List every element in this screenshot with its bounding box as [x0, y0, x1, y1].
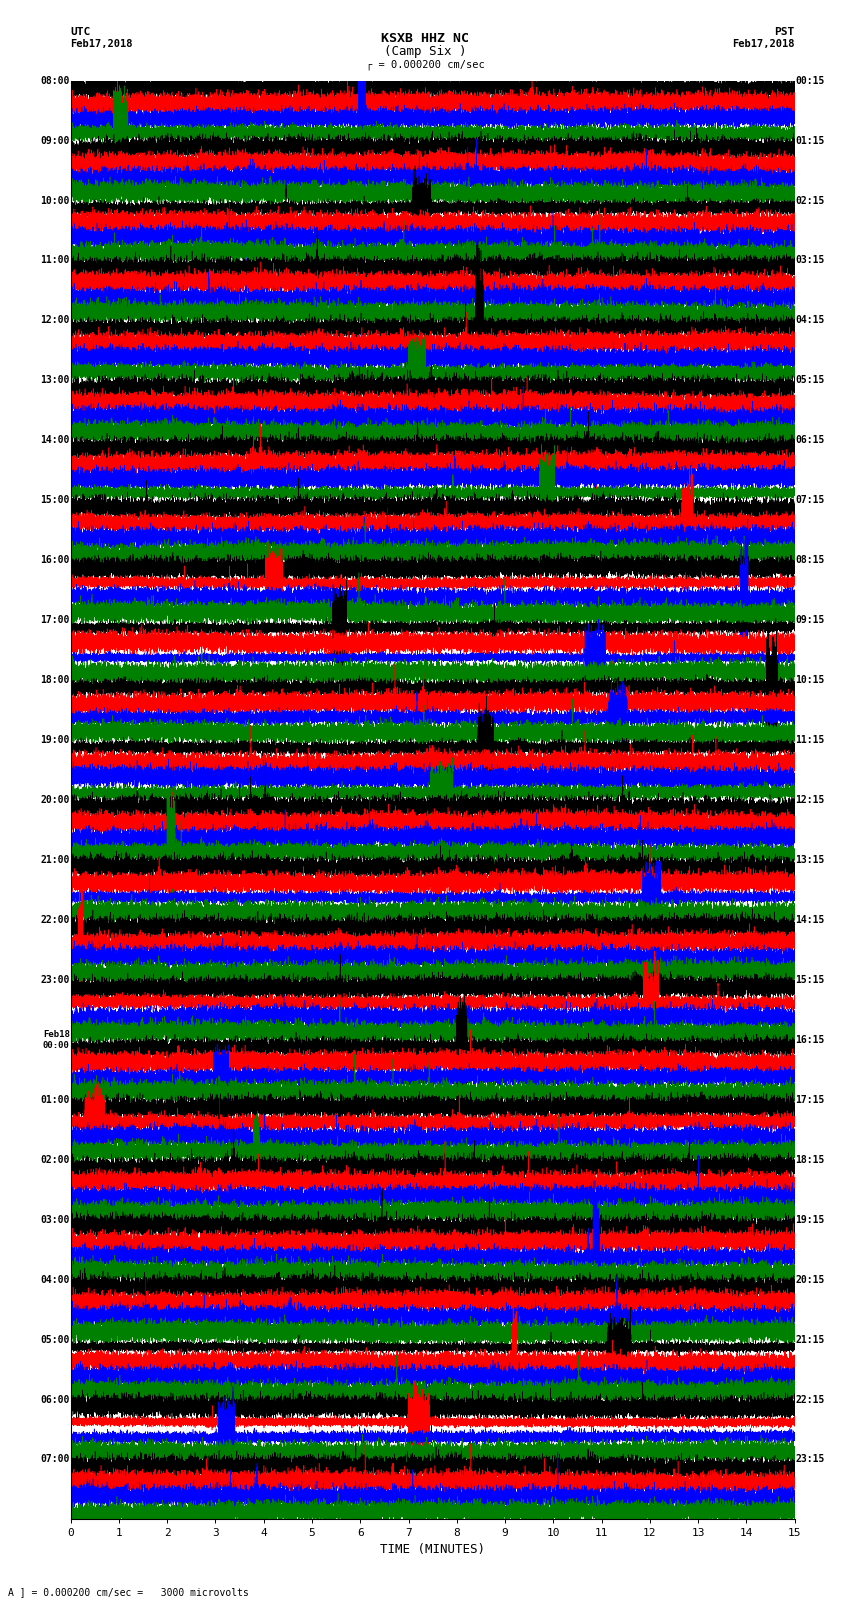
Text: 21:00: 21:00 — [41, 855, 70, 865]
Text: 04:00: 04:00 — [41, 1274, 70, 1284]
Text: 11:00: 11:00 — [41, 255, 70, 266]
Text: 16:00: 16:00 — [41, 555, 70, 565]
Text: 10:00: 10:00 — [41, 195, 70, 205]
Text: A ] = 0.000200 cm/sec =   3000 microvolts: A ] = 0.000200 cm/sec = 3000 microvolts — [8, 1587, 249, 1597]
Text: 17:15: 17:15 — [796, 1095, 824, 1105]
Text: Feb18
00:00: Feb18 00:00 — [43, 1031, 70, 1050]
Text: Feb17,2018: Feb17,2018 — [71, 39, 133, 48]
Text: 23:00: 23:00 — [41, 974, 70, 986]
Text: 07:00: 07:00 — [41, 1455, 70, 1465]
Text: 18:00: 18:00 — [41, 676, 70, 686]
Text: 09:15: 09:15 — [796, 615, 824, 626]
Text: 22:15: 22:15 — [796, 1395, 824, 1405]
X-axis label: TIME (MINUTES): TIME (MINUTES) — [380, 1542, 485, 1555]
Text: 21:15: 21:15 — [796, 1334, 824, 1345]
Text: PST: PST — [774, 27, 795, 37]
Text: 18:15: 18:15 — [796, 1155, 824, 1165]
Text: 03:15: 03:15 — [796, 255, 824, 266]
Text: 00:15: 00:15 — [796, 76, 824, 85]
Text: 05:15: 05:15 — [796, 376, 824, 386]
Text: 17:00: 17:00 — [41, 615, 70, 626]
Text: 02:00: 02:00 — [41, 1155, 70, 1165]
Text: Feb17,2018: Feb17,2018 — [732, 39, 795, 48]
Text: 06:00: 06:00 — [41, 1395, 70, 1405]
Text: 22:00: 22:00 — [41, 915, 70, 924]
Text: 10:15: 10:15 — [796, 676, 824, 686]
Text: 20:00: 20:00 — [41, 795, 70, 805]
Text: 12:00: 12:00 — [41, 316, 70, 326]
Text: (Camp Six ): (Camp Six ) — [383, 45, 467, 58]
Text: 19:00: 19:00 — [41, 736, 70, 745]
Text: 14:15: 14:15 — [796, 915, 824, 924]
Text: 01:00: 01:00 — [41, 1095, 70, 1105]
Text: 03:00: 03:00 — [41, 1215, 70, 1224]
Text: 05:00: 05:00 — [41, 1334, 70, 1345]
Text: 13:15: 13:15 — [796, 855, 824, 865]
Text: 09:00: 09:00 — [41, 135, 70, 145]
Text: 16:15: 16:15 — [796, 1036, 824, 1045]
Text: 20:15: 20:15 — [796, 1274, 824, 1284]
Text: ┌ = 0.000200 cm/sec: ┌ = 0.000200 cm/sec — [366, 60, 484, 71]
Text: KSXB HHZ NC: KSXB HHZ NC — [381, 32, 469, 45]
Text: 01:15: 01:15 — [796, 135, 824, 145]
Text: 13:00: 13:00 — [41, 376, 70, 386]
Text: 15:15: 15:15 — [796, 974, 824, 986]
Text: 19:15: 19:15 — [796, 1215, 824, 1224]
Text: 07:15: 07:15 — [796, 495, 824, 505]
Text: 02:15: 02:15 — [796, 195, 824, 205]
Text: 06:15: 06:15 — [796, 436, 824, 445]
Text: 23:15: 23:15 — [796, 1455, 824, 1465]
Text: 04:15: 04:15 — [796, 316, 824, 326]
Text: UTC: UTC — [71, 27, 91, 37]
Text: 15:00: 15:00 — [41, 495, 70, 505]
Text: 11:15: 11:15 — [796, 736, 824, 745]
Text: 12:15: 12:15 — [796, 795, 824, 805]
Text: 08:15: 08:15 — [796, 555, 824, 565]
Text: 08:00: 08:00 — [41, 76, 70, 85]
Text: 14:00: 14:00 — [41, 436, 70, 445]
